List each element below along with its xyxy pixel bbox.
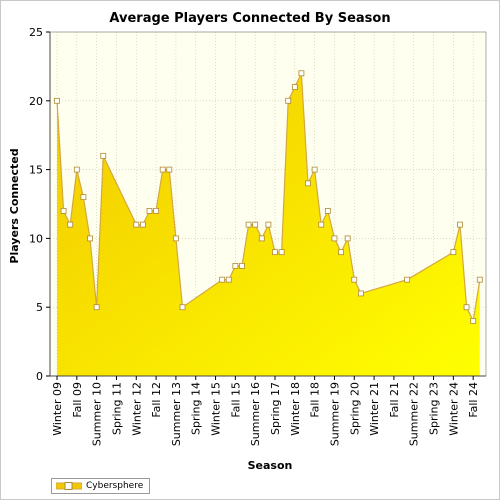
data-point [60, 207, 67, 214]
data-point [159, 166, 166, 173]
x-tick-label: Fall 09 [71, 382, 84, 418]
x-tick-label: Spring 14 [190, 382, 203, 435]
data-point [344, 235, 351, 242]
x-tick-label: Fall 21 [388, 382, 401, 418]
data-point [305, 180, 311, 187]
data-point [278, 249, 285, 256]
data-point [470, 318, 477, 324]
data-point [272, 249, 278, 256]
x-tick-label: Winter 12 [130, 382, 143, 436]
data-markers [54, 70, 483, 324]
data-point [476, 276, 483, 283]
data-point [166, 166, 173, 173]
data-point [258, 235, 265, 242]
x-tick-label: Fall 15 [229, 382, 242, 418]
data-point [351, 276, 358, 283]
chart-title: Average Players Connected By Season [109, 11, 390, 26]
data-point [357, 290, 364, 297]
data-point [173, 235, 179, 242]
data-point [219, 276, 226, 283]
data-point [324, 207, 331, 214]
x-tick-label: Fall 24 [467, 382, 480, 418]
x-tick-label: Spring 17 [269, 382, 282, 435]
y-tick-label: 15 [29, 164, 43, 177]
x-tick-label: Summer 10 [91, 382, 104, 446]
y-tick-labels: 0 5 10 15 20 25 [29, 26, 43, 383]
data-point [338, 249, 344, 256]
x-tick-label: Winter 09 [51, 382, 64, 436]
y-tick-label: 25 [29, 26, 43, 39]
x-tick-label: Winter 24 [447, 382, 460, 436]
data-point [133, 221, 140, 228]
legend: Cybersphere [51, 478, 151, 494]
data-point [179, 304, 186, 311]
series-line-cybersphere [56, 70, 481, 323]
data-point [318, 221, 325, 228]
data-point [225, 276, 232, 283]
x-tick-label: Summer 13 [170, 382, 183, 446]
x-tick-label: Spring 11 [110, 382, 123, 435]
data-point [87, 235, 93, 242]
x-tick-label: Spring 23 [428, 382, 441, 435]
y-tick-label: 5 [36, 301, 43, 314]
data-point [463, 304, 470, 311]
x-tick-label: Winter 18 [289, 382, 302, 436]
data-point [285, 97, 292, 104]
legend-swatch [55, 482, 83, 490]
data-point [139, 221, 146, 228]
x-tick-label: Fall 18 [309, 382, 322, 418]
x-axis-label: Season [248, 459, 293, 472]
x-tick-labels: Winter 09 Fall 09 Summer 10 Spring 11 Winter… [51, 382, 480, 446]
data-point [457, 221, 463, 228]
data-point [54, 97, 60, 104]
legend-label: Cybersphere [86, 481, 144, 491]
data-point [80, 194, 87, 201]
y-axis-label: Players Connected [8, 148, 21, 263]
data-point [73, 166, 80, 173]
y-tick-label: 20 [29, 95, 43, 108]
x-tick-label: Winter 21 [368, 382, 381, 436]
x-tick-label: Fall 12 [150, 382, 163, 418]
data-point [291, 84, 298, 90]
axes [46, 31, 487, 380]
x-tick-label: Summer 19 [328, 382, 341, 446]
data-point [100, 152, 107, 159]
data-point [265, 221, 272, 228]
data-point [153, 207, 159, 214]
data-point [450, 249, 457, 256]
x-tick-label: Spring 20 [348, 382, 361, 435]
data-point [311, 166, 318, 173]
x-tick-label: Summer 16 [249, 382, 262, 446]
data-point [232, 263, 239, 269]
x-tick-label: Winter 15 [210, 382, 223, 436]
data-point [146, 207, 153, 214]
data-point [298, 70, 305, 77]
data-point [67, 221, 74, 228]
data-point [93, 304, 100, 311]
y-tick-label: 10 [29, 232, 43, 245]
data-point [404, 276, 411, 283]
data-point [245, 221, 252, 228]
y-tick-label: 0 [36, 370, 43, 383]
data-point [239, 263, 245, 269]
x-tick-label: Summer 22 [408, 382, 421, 446]
data-point [331, 235, 338, 242]
plot-border [49, 31, 487, 377]
data-point [252, 221, 259, 228]
